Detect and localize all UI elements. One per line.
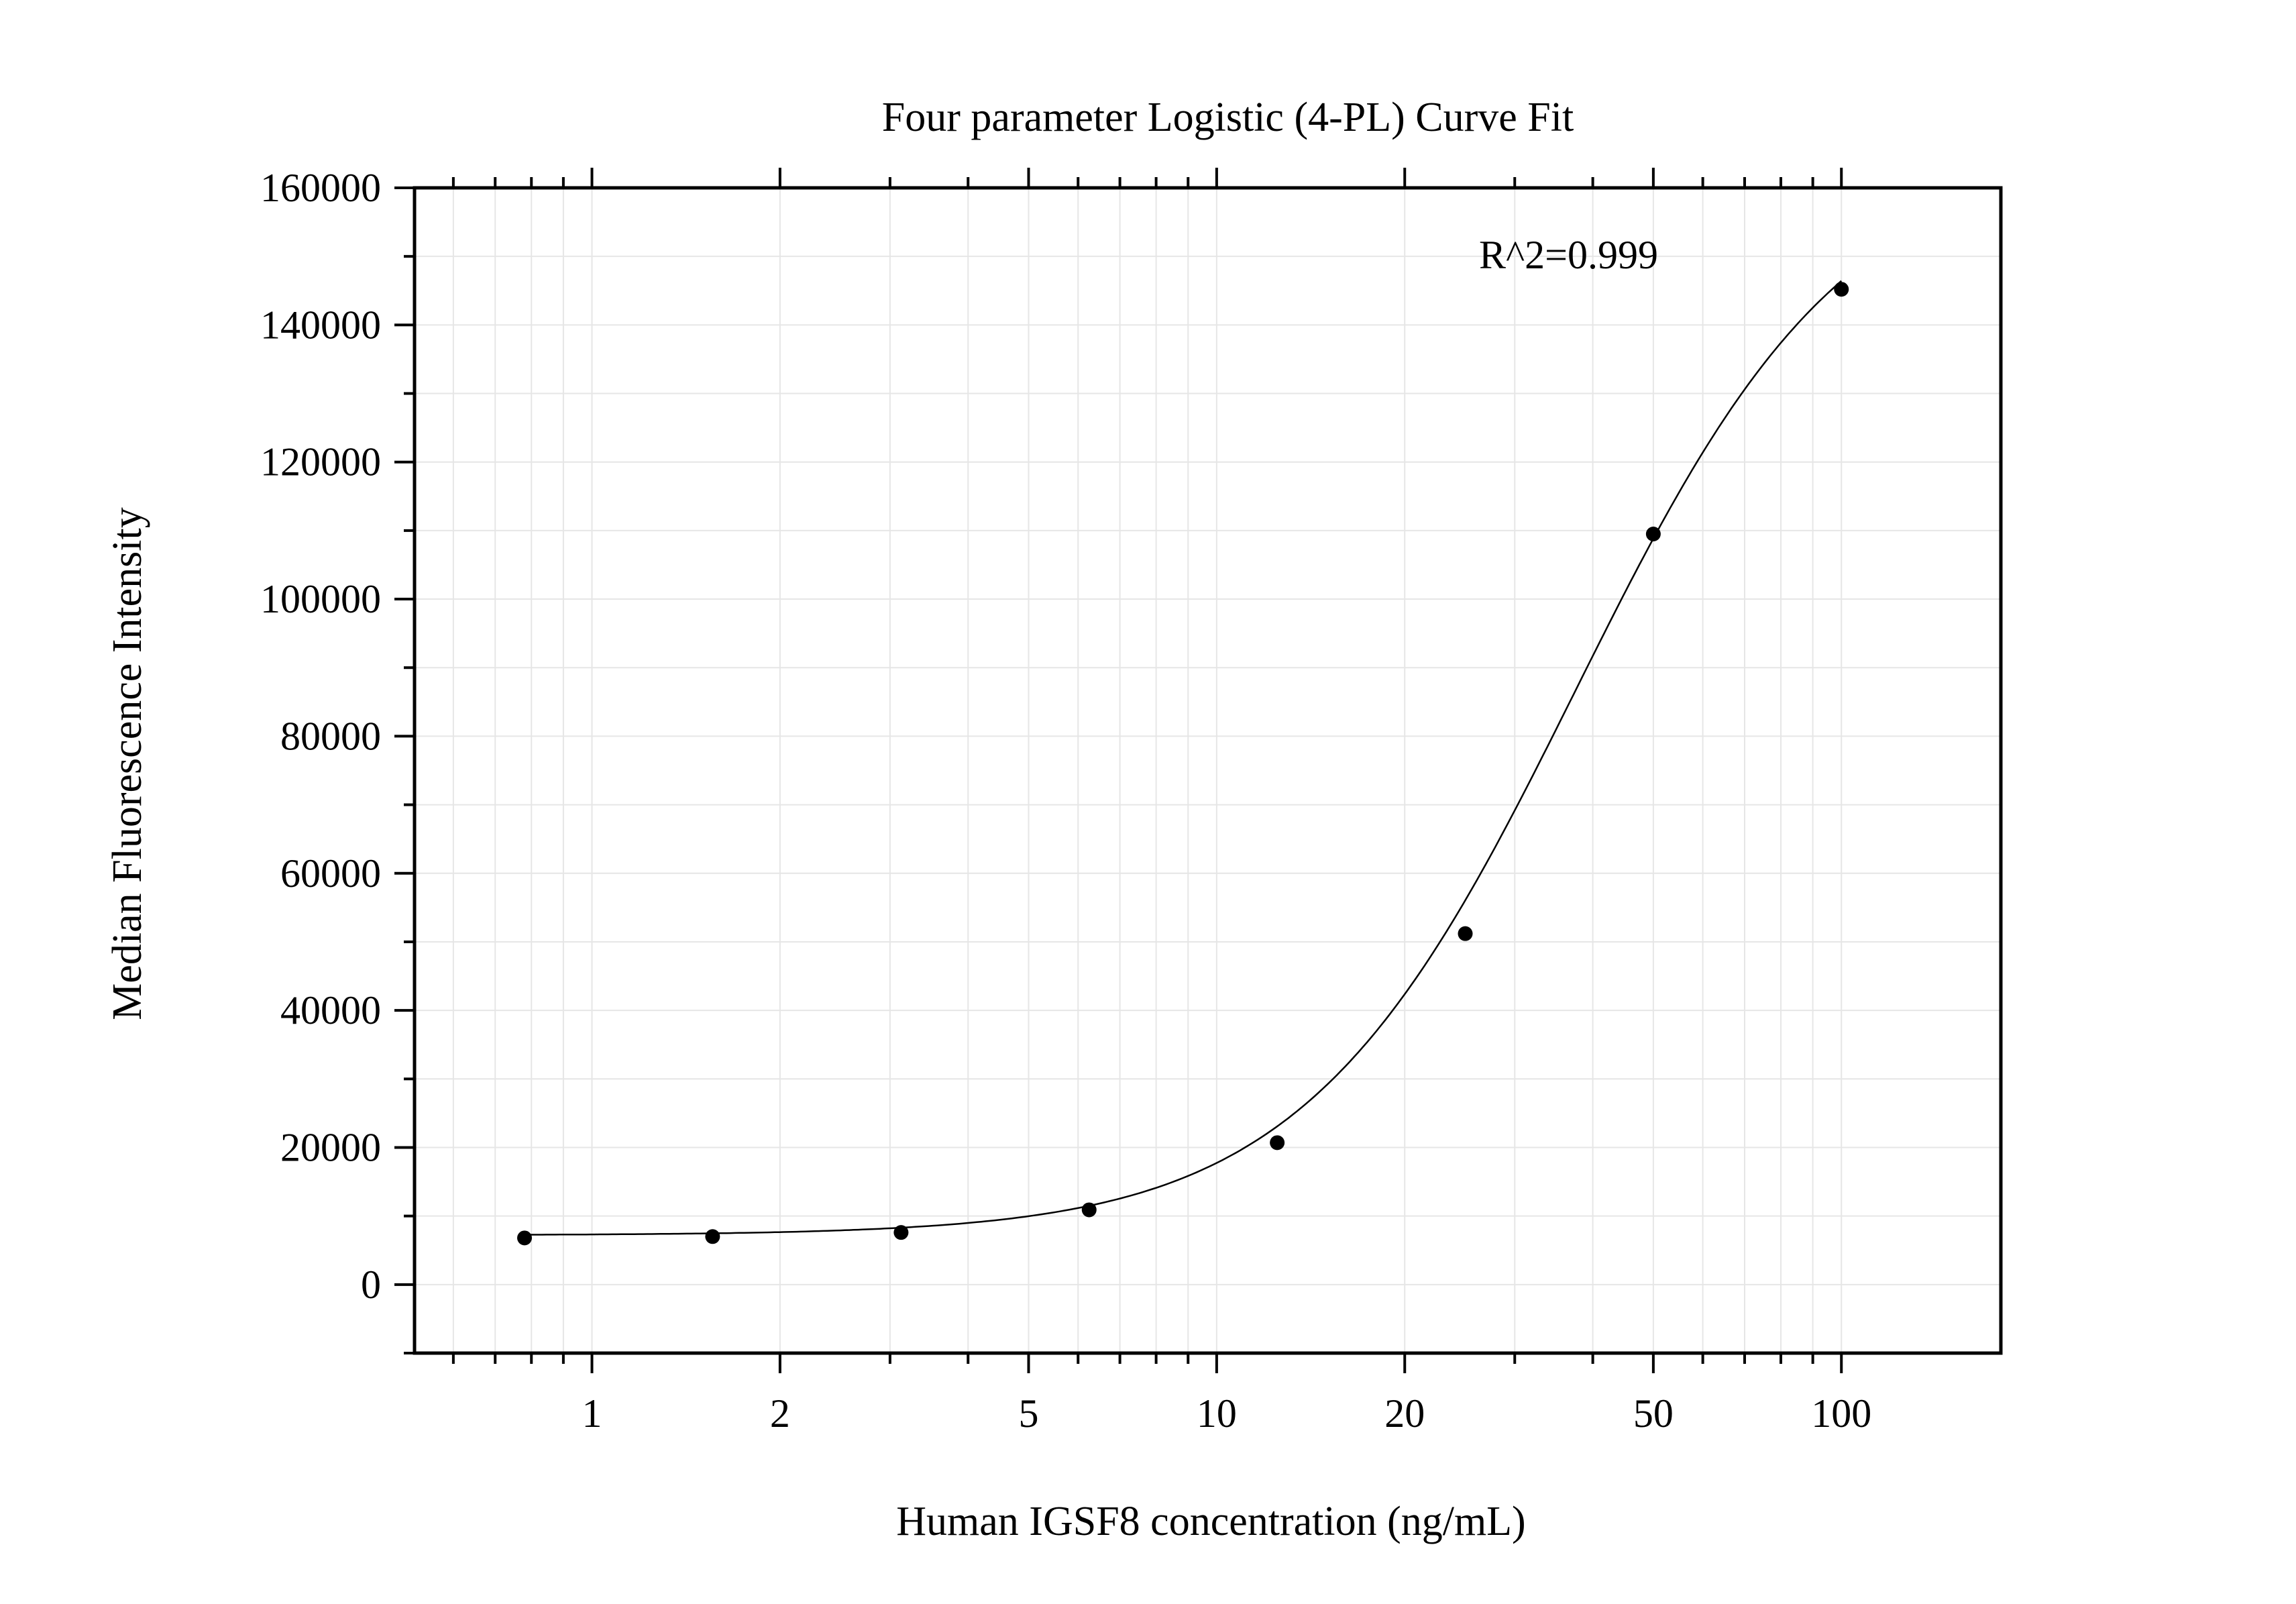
- x-axis-label: Human IGSF8 concentration (ng/mL): [896, 1499, 1525, 1544]
- x-tick-label: 20: [1384, 1391, 1425, 1436]
- y-tick-label: 80000: [280, 714, 381, 758]
- x-tick-label: 10: [1197, 1391, 1237, 1436]
- fit-curve-group: [524, 280, 1843, 1236]
- x-tick-label: 50: [1633, 1391, 1674, 1436]
- y-tick-label: 160000: [260, 166, 381, 210]
- x-tick-label: 5: [1019, 1391, 1039, 1436]
- data-point: [517, 1230, 533, 1246]
- y-tick-label: 0: [361, 1263, 381, 1307]
- data-point: [893, 1225, 909, 1240]
- y-axis-label: Median Fluorescence Intensity: [105, 507, 150, 1020]
- x-tick-label: 2: [770, 1391, 790, 1436]
- y-tick-label: 120000: [260, 440, 381, 484]
- y-tick-label: 60000: [280, 851, 381, 896]
- data-point: [1834, 282, 1849, 297]
- data-point: [705, 1229, 720, 1244]
- data-point: [1458, 926, 1473, 941]
- y-tick-label: 20000: [280, 1125, 381, 1169]
- data-point: [1081, 1202, 1097, 1218]
- fit-curve: [524, 280, 1843, 1236]
- y-tick-label: 40000: [280, 988, 381, 1032]
- grid: [415, 187, 2001, 1354]
- y-tick-label: 100000: [260, 577, 381, 621]
- chart-title: Four parameter Logistic (4-PL) Curve Fit: [882, 95, 1574, 140]
- r-squared-annotation: R^2=0.999: [1479, 233, 1658, 277]
- x-tick-label: 1: [582, 1391, 602, 1436]
- x-tick-label: 100: [1811, 1391, 1871, 1436]
- data-points: [517, 282, 1849, 1246]
- plot-frame: [413, 186, 2003, 1355]
- y-tick-label: 140000: [260, 303, 381, 347]
- axes: 1 2 5 10 20 50 100 0 20000 40000 60000 80000 100000 1…: [260, 166, 1871, 1436]
- data-point: [1645, 526, 1661, 541]
- data-point: [1270, 1135, 1285, 1151]
